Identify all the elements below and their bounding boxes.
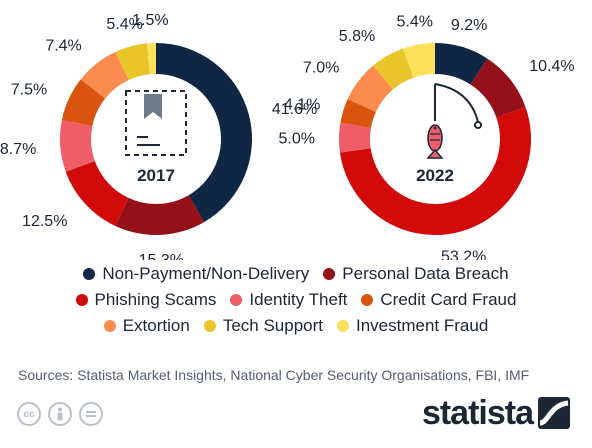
legend-item-credit-card-fraud: Credit Card Fraud xyxy=(361,290,516,310)
data-label: 5.8% xyxy=(339,28,375,45)
legend-label: Identity Theft xyxy=(249,290,348,309)
legend-label: Credit Card Fraud xyxy=(380,290,517,309)
statista-wave-icon xyxy=(538,397,570,429)
sources-note: Sources: Statista Market Insights, Natio… xyxy=(18,367,530,383)
legend-label: Non-Payment/Non-Delivery xyxy=(102,264,310,283)
legend-swatch xyxy=(103,320,116,332)
cc-icon: cc xyxy=(17,402,41,426)
legend-swatch xyxy=(323,268,336,280)
center-label-2017: 2017 xyxy=(137,166,175,185)
donut-slice-credit-card-fraud xyxy=(340,99,376,128)
legend-swatch xyxy=(83,268,96,280)
donut-slice-investment-fraud xyxy=(146,43,156,75)
legend-item-extortion: Extortion xyxy=(103,316,190,336)
data-label: 53.2% xyxy=(441,249,486,260)
data-label: 5.4% xyxy=(106,16,142,33)
data-label: 12.5% xyxy=(22,213,67,230)
brand-name: statista xyxy=(421,394,534,432)
donut-slice-personal-data-breach xyxy=(115,195,205,235)
legend-label: Tech Support xyxy=(222,316,323,335)
donut-chart-2017: 2017 41.6% 15.3% 12.5% 8.7% 7.5% 7.4% 5.4%1.5% xyxy=(0,12,317,260)
donut-slice-identity-theft xyxy=(59,119,95,172)
data-label: 5.4% xyxy=(397,14,433,31)
legend-item-non-payment-non-delivery: Non-Payment/Non-Delivery xyxy=(83,264,309,284)
donut-slice-identity-theft xyxy=(339,122,371,153)
fishing-hook-fish-icon xyxy=(426,83,482,159)
donut-slice-extortion xyxy=(80,51,129,99)
data-label: 10.4% xyxy=(529,58,574,75)
legend-item-investment-fraud: Investment Fraud xyxy=(337,316,488,336)
data-label: 7.5% xyxy=(11,81,47,98)
donut-slice-extortion xyxy=(347,65,393,112)
donut-slice-phishing-scams xyxy=(339,106,531,235)
license-icons: cc xyxy=(17,402,103,426)
donut-slice-non-payment-non-delivery xyxy=(156,43,252,223)
no-derivatives-icon xyxy=(79,402,103,426)
donut-slice-phishing-scams xyxy=(65,161,129,226)
legend-swatch xyxy=(337,320,349,332)
data-label: 4.1% xyxy=(284,97,320,114)
legend-label: Extortion xyxy=(122,316,190,335)
document-bookmark-icon xyxy=(125,90,187,156)
legend-label: Personal Data Breach xyxy=(342,264,509,283)
attribution-icon xyxy=(48,402,72,426)
donut-slice-tech-support xyxy=(372,48,414,90)
legend-row: Phishing Scams Identity Theft Credit Card … xyxy=(0,290,592,310)
data-label: 7.0% xyxy=(303,60,339,77)
donut-charts: 2017 41.6%15.3%12.5%8.7%7.5%7.4%5.4%1.5%… xyxy=(0,12,575,260)
donut-slice-credit-card-fraud xyxy=(61,79,106,127)
legend-swatch xyxy=(230,294,243,306)
legend-item-identity-theft: Identity Theft xyxy=(230,290,347,310)
data-label: 1.5% xyxy=(132,12,168,29)
data-label: 8.7% xyxy=(0,141,36,158)
legend-row: Extortion Tech Support Investment Fraud xyxy=(0,316,592,336)
legend-swatch xyxy=(203,320,216,332)
legend-item-phishing-scams: Phishing Scams xyxy=(75,290,217,310)
donut-chart-2022: 2022 9.2% 10.4% 53.2% 5.0% 4.1% 7.0%5.8% 5.4% xyxy=(279,14,575,260)
legend-label: Phishing Scams xyxy=(94,290,217,309)
donut-slice-tech-support xyxy=(115,43,150,81)
center-label-2022: 2022 xyxy=(416,166,454,185)
legend-row: Non-Payment/Non-Delivery Personal Data Br… xyxy=(0,264,592,284)
data-label: 9.2% xyxy=(451,17,487,34)
donut-slice-investment-fraud xyxy=(403,43,435,78)
legend-label: Investment Fraud xyxy=(356,316,489,335)
legend-swatch xyxy=(75,294,88,306)
data-label: 41.6% xyxy=(272,101,317,118)
data-label: 7.4% xyxy=(45,38,81,55)
legend-item-tech-support: Tech Support xyxy=(203,316,323,336)
donut-slice-non-payment-non-delivery xyxy=(435,43,488,85)
legend-swatch xyxy=(361,294,374,306)
legend-item-personal-data-breach: Personal Data Breach xyxy=(323,264,509,284)
data-label: 15.3% xyxy=(139,252,184,260)
statista-logo: statista xyxy=(422,396,570,430)
donut-slice-personal-data-breach xyxy=(470,58,526,118)
data-label: 5.0% xyxy=(279,130,315,147)
